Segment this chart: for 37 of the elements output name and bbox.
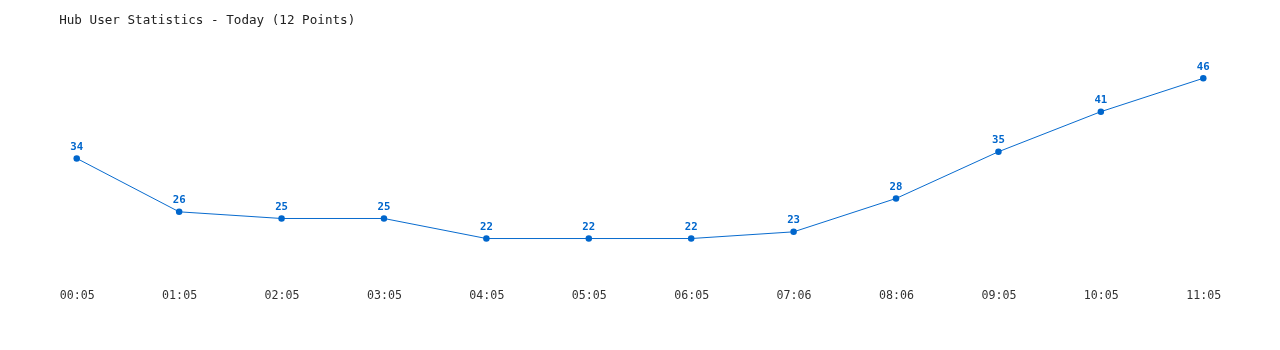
point xyxy=(995,148,1002,155)
data-label: 46 xyxy=(1196,59,1210,73)
x-tick-label: 11:05 xyxy=(1186,288,1222,303)
x-tick-label: 03:05 xyxy=(366,288,402,303)
data-label: 41 xyxy=(1094,92,1108,106)
data-label: 35 xyxy=(992,132,1005,146)
point xyxy=(175,208,183,216)
x-tick-label: 06:05 xyxy=(674,288,710,303)
point xyxy=(1200,75,1207,82)
data-label: 25 xyxy=(275,199,288,213)
point xyxy=(278,215,285,222)
point xyxy=(585,235,593,242)
point xyxy=(1097,108,1105,115)
x-tick-label: 02:05 xyxy=(264,288,300,303)
data-label: 34 xyxy=(70,139,84,153)
x-tick-label: 01:05 xyxy=(162,288,198,303)
data-label: 25 xyxy=(377,199,391,213)
data-label: 22 xyxy=(479,219,493,233)
x-tick-label: 08:06 xyxy=(879,288,915,303)
point xyxy=(483,235,490,242)
data-label: 22 xyxy=(684,219,698,233)
chart-title: Hub User Statistics - Today (12 Points) xyxy=(59,11,356,27)
x-tick-label: 09:05 xyxy=(981,288,1017,303)
x-tick-label: 07:06 xyxy=(776,288,812,303)
x-tick-label: 05:05 xyxy=(571,288,607,303)
x-tick-label: 10:05 xyxy=(1083,288,1119,303)
point xyxy=(790,228,797,236)
point xyxy=(892,195,900,202)
x-tick-label: 04:05 xyxy=(469,288,505,303)
point xyxy=(73,155,80,162)
data-label: 28 xyxy=(889,179,903,193)
x-tick-label: 00:05 xyxy=(59,288,95,303)
data-label: 22 xyxy=(582,219,596,233)
data-label: 26 xyxy=(172,193,186,207)
point xyxy=(687,235,695,242)
point xyxy=(380,215,388,222)
data-label: 23 xyxy=(787,213,801,227)
